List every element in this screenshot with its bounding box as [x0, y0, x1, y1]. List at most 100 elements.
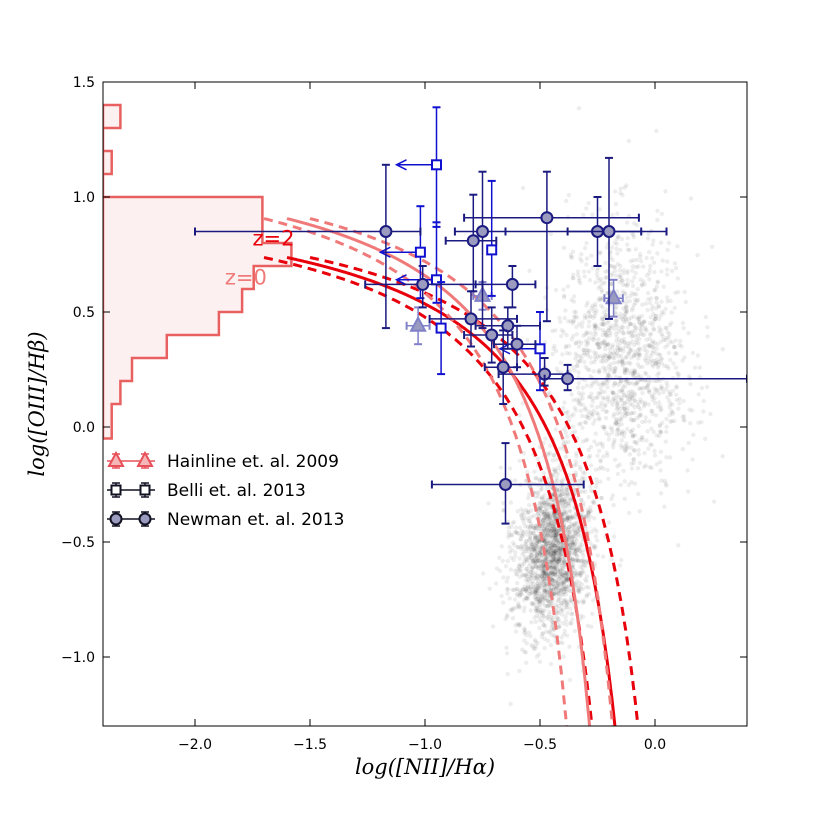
background-point — [548, 552, 553, 557]
background-point — [666, 335, 671, 340]
background-point — [558, 547, 563, 552]
background-point — [582, 407, 588, 412]
background-point — [539, 549, 544, 555]
background-point — [557, 576, 562, 581]
background-point — [541, 564, 547, 569]
x-axis-label: log([NII]/Hα) — [355, 755, 495, 779]
background-point — [637, 351, 642, 356]
background-point — [544, 589, 550, 594]
background-point — [596, 412, 601, 417]
background-point — [573, 541, 578, 546]
background-point — [548, 543, 554, 549]
background-point — [604, 332, 609, 338]
background-point — [497, 568, 503, 573]
background-point — [601, 310, 607, 315]
background-point — [542, 511, 547, 516]
background-point — [622, 370, 628, 375]
background-point — [709, 244, 715, 249]
background-point — [705, 325, 710, 330]
background-point — [515, 580, 520, 586]
background-point — [560, 580, 565, 585]
background-point — [622, 410, 627, 415]
background-point — [586, 517, 591, 523]
background-point — [562, 400, 567, 405]
background-point — [567, 514, 573, 519]
background-point — [655, 388, 660, 393]
background-point — [564, 602, 569, 607]
background-point — [532, 546, 537, 551]
background-point — [599, 495, 604, 500]
background-point — [523, 650, 529, 655]
background-point — [622, 479, 627, 484]
background-point — [580, 396, 585, 401]
background-point — [590, 611, 595, 616]
background-point — [696, 420, 701, 425]
background-point — [517, 564, 522, 569]
background-point — [575, 588, 581, 593]
background-point — [500, 558, 505, 564]
background-point — [518, 546, 523, 551]
background-point — [528, 523, 534, 529]
background-point — [631, 353, 637, 358]
background-point — [545, 545, 550, 551]
background-point — [588, 444, 594, 450]
background-point — [581, 500, 586, 505]
background-point — [600, 322, 606, 327]
background-point — [585, 437, 590, 442]
background-point — [548, 570, 554, 576]
background-point — [576, 558, 581, 563]
background-point — [538, 548, 543, 553]
background-point — [507, 466, 513, 471]
background-point — [521, 531, 526, 536]
background-point — [609, 245, 615, 250]
background-point — [562, 598, 567, 603]
background-point — [543, 588, 548, 594]
data-point-circle — [379, 225, 393, 238]
background-point — [622, 366, 628, 371]
background-point — [603, 409, 609, 414]
background-point — [501, 500, 506, 506]
background-point — [529, 572, 534, 578]
background-point — [582, 476, 587, 482]
background-point — [600, 554, 606, 559]
background-point — [547, 563, 552, 568]
background-point — [557, 587, 563, 592]
background-point — [571, 515, 576, 520]
background-point — [622, 312, 628, 317]
background-point — [624, 295, 629, 300]
background-point — [593, 534, 598, 539]
background-point — [614, 418, 619, 423]
background-point — [592, 418, 598, 423]
background-point — [565, 577, 570, 583]
background-point — [622, 448, 628, 453]
background-point — [621, 314, 626, 319]
background-point — [544, 486, 549, 492]
background-point — [528, 546, 533, 551]
background-point — [644, 337, 649, 342]
background-point — [696, 392, 701, 397]
background-point — [551, 571, 556, 576]
background-point — [546, 529, 552, 534]
background-point — [555, 616, 560, 621]
background-point — [630, 339, 635, 344]
background-point — [561, 586, 567, 591]
background-point — [545, 603, 551, 608]
background-point — [547, 533, 552, 539]
background-point — [555, 574, 560, 580]
background-point — [519, 515, 525, 521]
background-point — [570, 617, 575, 622]
background-point — [674, 385, 679, 390]
background-point — [571, 294, 577, 299]
background-point — [573, 459, 578, 464]
background-point — [555, 584, 560, 589]
background-point — [632, 391, 637, 396]
background-point — [540, 610, 545, 616]
background-point — [612, 264, 618, 269]
background-point — [550, 570, 555, 575]
background-point — [558, 541, 564, 547]
background-point — [535, 512, 540, 517]
background-point — [517, 668, 522, 674]
background-point — [554, 542, 560, 547]
x-tick-label: 0.0 — [644, 737, 666, 753]
background-point — [555, 580, 560, 586]
